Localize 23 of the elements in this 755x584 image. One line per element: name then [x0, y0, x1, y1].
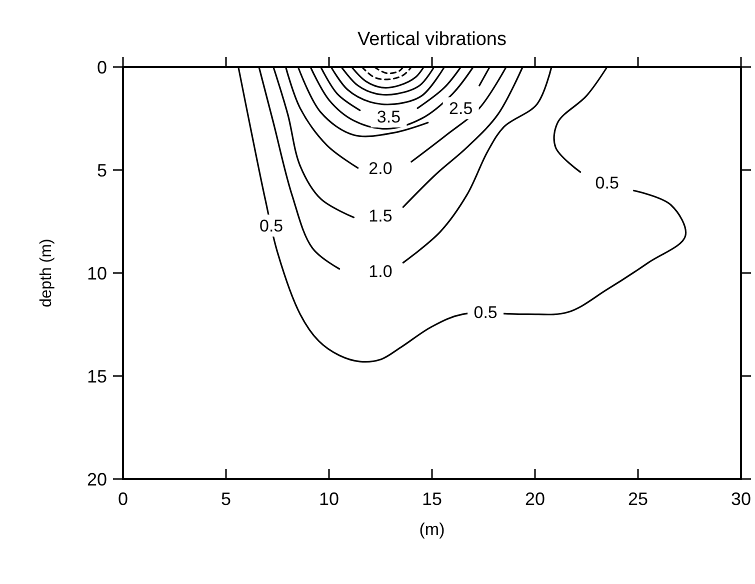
y-tick-label: 15 [86, 366, 107, 386]
annotation: 2.0 [368, 158, 392, 178]
annotation: 0.5 [260, 216, 284, 236]
x-tick-label: 5 [220, 489, 232, 509]
y-tick-label: 5 [96, 160, 107, 180]
y-tick-label: 10 [86, 263, 107, 284]
annotation: 2.5 [449, 99, 473, 118]
annotation: 3.5 [376, 107, 401, 126]
y-tick-label: 0 [96, 57, 107, 78]
x-tick-label: 30 [730, 489, 752, 509]
y-axis-title: depth (m) [38, 238, 55, 308]
annotation: 0.5 [474, 303, 498, 322]
annotation: 0.5 [595, 173, 619, 192]
chart-title: Vertical vibrations [358, 29, 506, 50]
annotation: 1.0 [368, 262, 392, 281]
x-tick-label: 15 [422, 489, 442, 509]
x-tick-label: 10 [318, 489, 340, 509]
x-tick-label: 0 [118, 489, 128, 509]
x-tick-label: 20 [524, 489, 546, 509]
x-axis-title: (m) [419, 520, 445, 539]
annotation: 1.5 [368, 206, 392, 226]
x-tick-label: 25 [628, 489, 648, 509]
y-tick-label: 20 [86, 469, 107, 490]
